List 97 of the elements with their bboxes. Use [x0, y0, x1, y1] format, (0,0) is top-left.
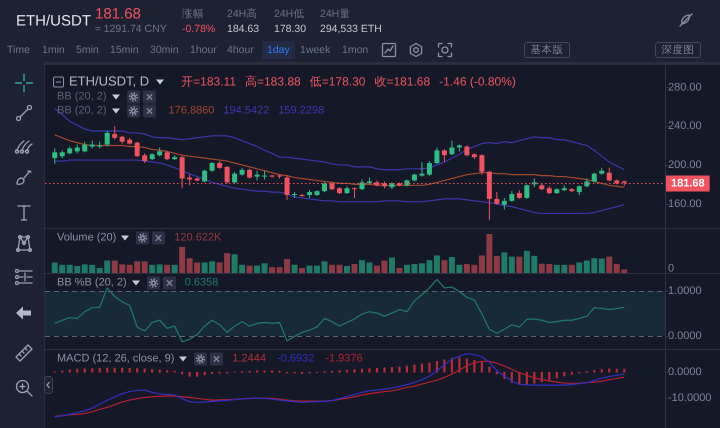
annotation: 收=181.68	[374, 74, 430, 89]
bar	[181, 372, 184, 374]
text: 24H高	[227, 8, 258, 20]
annotation: BB (20, 2)	[57, 104, 107, 118]
bar	[616, 368, 618, 373]
text: 184.63	[227, 22, 260, 36]
bar	[76, 368, 78, 373]
y-tick-label: 240.00	[668, 120, 702, 132]
text: 1min	[42, 44, 65, 56]
bar	[246, 266, 253, 273]
annotation: 高=183.88	[245, 74, 301, 89]
y-tick-label: 1.0000	[668, 285, 702, 298]
bar	[98, 368, 101, 373]
text: 294,533 ETH	[320, 22, 382, 36]
annotation: 176.8860	[168, 104, 214, 118]
text: 30min	[150, 44, 179, 56]
bar	[136, 368, 138, 373]
text: -0.78%	[182, 22, 216, 36]
text: 178.30	[274, 22, 306, 36]
bar	[420, 364, 424, 373]
bar	[563, 372, 566, 376]
y-tick-label: 160.00	[668, 198, 702, 210]
bar	[292, 264, 298, 273]
bar	[398, 366, 401, 373]
text: ≈ 1291.74 CNY	[95, 22, 167, 36]
text: 5min	[76, 44, 99, 56]
bar	[388, 257, 395, 273]
text: 1day	[262, 40, 295, 60]
annotation: 低=178.30	[310, 74, 366, 89]
bar	[570, 372, 573, 375]
y-tick-label: 0.0000	[668, 330, 702, 342]
annotation: BB (20, 2)	[57, 90, 107, 104]
bar	[623, 368, 626, 373]
bar	[593, 370, 596, 373]
text: ETH/USDT, D	[69, 74, 150, 90]
text: 15min	[110, 44, 139, 56]
bar	[164, 264, 170, 273]
bar	[121, 368, 124, 373]
bar	[406, 366, 408, 373]
bar	[68, 370, 71, 373]
bar	[556, 372, 558, 378]
annotation: 1.2444	[232, 352, 266, 366]
bar	[413, 364, 416, 373]
bar	[488, 366, 490, 373]
bar	[396, 268, 402, 273]
bar	[480, 362, 483, 373]
chart-title: MACD (12, 26, close, 9)	[57, 352, 174, 366]
bar	[128, 368, 131, 373]
bar	[376, 368, 378, 373]
y-tick-label: -10.0000	[668, 392, 712, 404]
annotation: 159.2298	[278, 104, 324, 118]
text: 24H低	[274, 8, 304, 20]
annotation: -1.9376	[325, 352, 363, 366]
bar	[84, 368, 86, 373]
bar	[114, 368, 116, 373]
chart-title: Volume (20)	[57, 232, 116, 244]
annotation: -0.6932	[277, 352, 314, 366]
text: ETH/USDT	[16, 12, 91, 30]
annotation: 开=183.11	[181, 74, 236, 89]
text: Time	[7, 44, 30, 56]
text: 涨幅	[182, 8, 204, 20]
bar	[158, 370, 161, 373]
bar	[441, 260, 448, 273]
bar	[172, 264, 178, 273]
text: 0	[668, 262, 674, 276]
bar	[428, 362, 430, 373]
text: 4hour	[227, 44, 254, 56]
y-tick-label: 280.00	[668, 81, 702, 94]
annotation: 120.622K	[174, 232, 222, 244]
y-tick-label: 0.0000	[668, 366, 702, 378]
text: 深度图	[655, 42, 701, 58]
bar	[600, 369, 603, 373]
bar	[144, 368, 146, 373]
bar	[299, 268, 306, 273]
bar	[106, 368, 108, 373]
annotation: 0.6358	[184, 276, 218, 290]
bar	[516, 256, 522, 273]
bar	[151, 369, 154, 373]
bar	[568, 264, 575, 273]
text: 1week	[300, 44, 330, 56]
text: 1mon	[342, 44, 368, 56]
bar	[383, 367, 386, 373]
bar	[548, 372, 550, 380]
text: 1hour	[190, 44, 217, 56]
ref-line-label: 181.68	[671, 178, 705, 190]
text: 基本版	[524, 42, 570, 58]
bar	[608, 368, 610, 373]
bar	[351, 264, 358, 273]
annotation: 194.5422	[223, 104, 270, 118]
bar	[91, 368, 94, 373]
bar	[390, 366, 394, 373]
chart-title: BB %B (20, 2)	[57, 276, 127, 290]
bar	[344, 266, 350, 273]
text: 24H量	[320, 8, 350, 20]
text: 181.68	[95, 5, 141, 23]
y-tick-label: 200.00	[668, 158, 702, 171]
annotation: -1.46 (-0.80%)	[439, 74, 516, 89]
